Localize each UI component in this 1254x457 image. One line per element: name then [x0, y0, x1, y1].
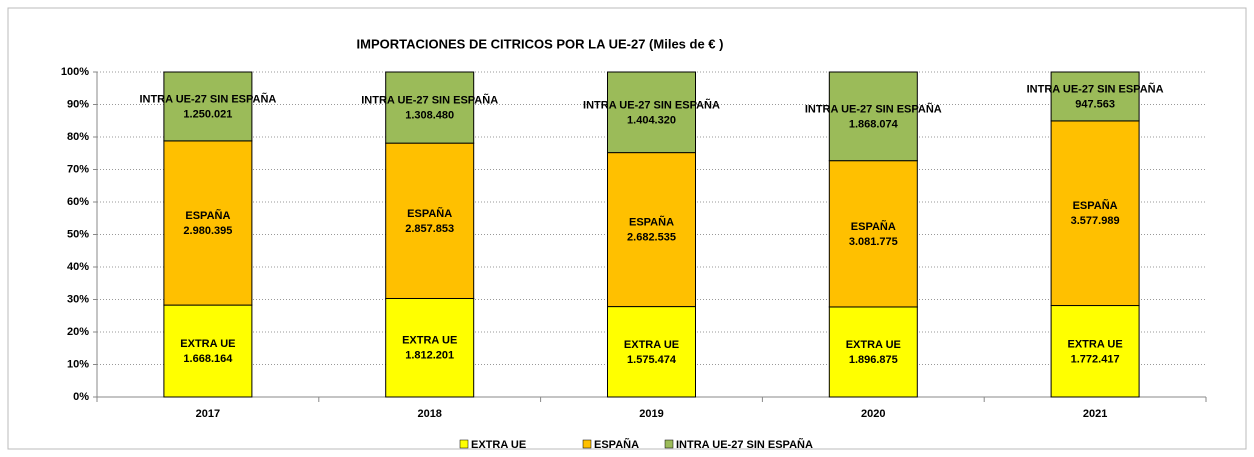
data-label-name: ESPAÑA — [851, 220, 896, 233]
legend-swatch — [459, 439, 469, 449]
data-label: EXTRA UE 1.772.417 — [1067, 338, 1122, 365]
data-label-name: INTRA UE-27 SIN ESPAÑA — [805, 102, 942, 115]
data-label-value: 1.404.320 — [627, 114, 676, 126]
bar-segment — [163, 304, 253, 398]
legend-swatch — [664, 439, 674, 449]
bar-segment — [828, 71, 918, 162]
bar-segment — [1050, 120, 1140, 307]
legend-label: INTRA UE-27 SIN ESPAÑA — [676, 438, 813, 451]
data-label: ESPAÑA 2.857.853 — [405, 207, 454, 235]
data-label-name: EXTRA UE — [402, 335, 457, 347]
bar-segment — [607, 306, 696, 398]
data-label-name: INTRA UE-27 SIN ESPAÑA — [361, 93, 498, 106]
legend-swatch — [582, 439, 592, 449]
data-label-name: INTRA UE-27 SIN ESPAÑA — [583, 98, 720, 111]
data-label: INTRA UE-27 SIN ESPAÑA 1.868.074 — [805, 102, 942, 130]
legend-label: ESPAÑA — [594, 438, 639, 451]
data-label-name: ESPAÑA — [407, 207, 452, 220]
data-label: ESPAÑA 2.980.395 — [183, 209, 232, 237]
data-label: INTRA UE-27 SIN ESPAÑA 1.404.320 — [583, 98, 720, 126]
data-label-name: EXTRA UE — [1067, 338, 1122, 350]
data-label: INTRA UE-27 SIN ESPAÑA 1.250.021 — [139, 92, 276, 120]
data-label-value: 2.980.395 — [183, 225, 232, 237]
data-label-value: 1.668.164 — [183, 353, 233, 365]
data-label-value: 947.563 — [1075, 98, 1115, 110]
y-tick-label: 40% — [67, 261, 89, 273]
data-label-value: 1.896.875 — [849, 354, 898, 366]
data-label: EXTRA UE 1.896.875 — [846, 339, 901, 366]
data-label-name: EXTRA UE — [624, 339, 679, 351]
data-label-value: 1.772.417 — [1071, 353, 1120, 365]
data-label-value: 1.308.480 — [405, 109, 454, 121]
y-tick-label: 100% — [61, 66, 89, 78]
bar-segment — [828, 306, 918, 398]
bar-segment — [385, 71, 475, 144]
data-label-value: 1.575.474 — [627, 354, 677, 366]
y-tick-label: 90% — [67, 98, 89, 110]
data-label-value: 1.812.201 — [405, 350, 454, 362]
y-tick-label: 0% — [73, 391, 89, 403]
y-tick-label: 70% — [67, 163, 89, 175]
data-label-name: ESPAÑA — [185, 209, 230, 222]
y-tick-label: 80% — [67, 131, 89, 143]
x-tick-label: 2018 — [417, 408, 441, 420]
bar-segment — [1050, 305, 1140, 398]
data-label-name: EXTRA UE — [180, 338, 235, 350]
data-label: ESPAÑA 2.682.535 — [627, 215, 676, 243]
bar-segment — [163, 140, 253, 306]
chart-title: IMPORTACIONES DE CITRICOS POR LA UE-27 (… — [357, 36, 724, 51]
data-label: ESPAÑA 3.577.989 — [1071, 199, 1120, 227]
data-label-value: 3.081.775 — [849, 236, 898, 248]
y-tick-label: 30% — [67, 293, 89, 305]
y-tick-label: 20% — [67, 326, 89, 338]
data-label-name: INTRA UE-27 SIN ESPAÑA — [1027, 82, 1164, 95]
y-tick-label: 10% — [67, 358, 89, 370]
bar-segment — [828, 160, 918, 308]
bar-segment — [607, 71, 696, 154]
data-label: EXTRA UE 1.668.164 — [180, 338, 235, 365]
data-label-name: ESPAÑA — [629, 215, 674, 228]
data-label-value: 1.868.074 — [849, 118, 899, 130]
x-tick-label: 2019 — [639, 408, 663, 420]
bar-segment — [385, 142, 475, 299]
data-label: INTRA UE-27 SIN ESPAÑA 947.563 — [1027, 82, 1164, 110]
data-label-value: 3.577.989 — [1071, 215, 1120, 227]
data-label-value: 1.250.021 — [183, 108, 232, 120]
data-label-name: EXTRA UE — [846, 339, 901, 351]
x-tick-label: 2017 — [196, 408, 220, 420]
data-label-name: ESPAÑA — [1073, 199, 1118, 212]
bar-segment — [607, 152, 696, 308]
y-tick-label: 60% — [67, 196, 89, 208]
legend-label: EXTRA UE — [471, 439, 526, 451]
data-label-value: 2.857.853 — [405, 223, 454, 235]
x-tick-label: 2020 — [861, 408, 885, 420]
bar-segment — [385, 297, 475, 398]
data-label-value: 2.682.535 — [627, 231, 676, 243]
data-label: INTRA UE-27 SIN ESPAÑA 1.308.480 — [361, 93, 498, 121]
data-label: EXTRA UE 1.812.201 — [402, 335, 457, 362]
data-label-name: INTRA UE-27 SIN ESPAÑA — [139, 92, 276, 105]
bar-segment — [163, 71, 253, 142]
data-label: EXTRA UE 1.575.474 — [624, 339, 679, 366]
data-label: ESPAÑA 3.081.775 — [849, 220, 898, 248]
x-tick-label: 2021 — [1083, 408, 1107, 420]
y-tick-label: 50% — [67, 228, 89, 240]
bar-segment — [1050, 71, 1140, 122]
